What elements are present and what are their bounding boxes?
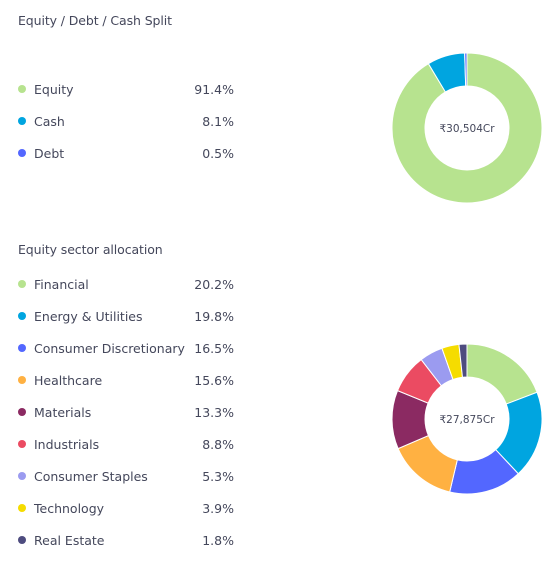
split-donut-chart: ₹30,504Cr [391,52,543,204]
legend-item-financial: Financial 20.2% [18,276,234,292]
legend-item-consumer-discretionary: Consumer Discretionary 16.5% [18,340,234,356]
legend-percent: 1.8% [202,532,234,548]
legend-percent: 16.5% [194,340,234,356]
legend-dot [18,344,26,352]
legend-label: Industrials [34,436,100,452]
legend-item-industrials: Industrials 8.8% [18,436,234,452]
legend-item-consumer-staples: Consumer Staples 5.3% [18,468,234,484]
legend-item-equity: Equity 91.4% [18,81,234,97]
split-slice-debt[interactable] [464,52,468,87]
legend-item-real-estate: Real Estate 1.8% [18,532,234,548]
legend-dot [18,280,26,288]
sector-slice-real-estate[interactable] [458,343,468,378]
legend-item-cash: Cash 8.1% [18,113,234,129]
legend-percent: 5.3% [202,468,234,484]
legend-label: Technology [34,500,105,516]
legend-dot [18,408,26,416]
legend-label: Financial [34,276,89,292]
split-section-title: Equity / Debt / Cash Split [18,13,172,28]
legend-percent: 19.8% [194,308,234,324]
legend-percent: 3.9% [202,500,234,516]
legend-label: Real Estate [34,532,105,548]
split-donut-total: ₹30,504Cr [439,123,495,135]
legend-percent: 13.3% [194,404,234,420]
sector-slice-financial[interactable] [466,343,538,405]
legend-item-healthcare: Healthcare 15.6% [18,372,234,388]
legend-percent: 91.4% [194,81,234,97]
split-slice-equity[interactable] [391,52,543,204]
legend-dot [18,312,26,320]
legend-dot [18,376,26,384]
legend-label: Healthcare [34,372,103,388]
legend-dot [18,440,26,448]
legend-percent: 8.8% [202,436,234,452]
legend-item-materials: Materials 13.3% [18,404,234,420]
legend-label: Consumer Discretionary [34,340,185,356]
legend-item-technology: Technology 3.9% [18,500,234,516]
legend-label: Consumer Staples [34,468,148,484]
sector-donut-total: ₹27,875Cr [439,414,495,426]
legend-dot [18,85,26,93]
legend-percent: 0.5% [202,145,234,161]
legend-percent: 8.1% [202,113,234,129]
legend-label: Debt [34,145,65,161]
legend-percent: 20.2% [194,276,234,292]
legend-dot [18,504,26,512]
legend-label: Equity [34,81,74,97]
legend-label: Cash [34,113,65,129]
legend-dot [18,472,26,480]
legend-item-energy-utilities: Energy & Utilities 19.8% [18,308,234,324]
legend-item-debt: Debt 0.5% [18,145,234,161]
legend-dot [18,536,26,544]
legend-percent: 15.6% [194,372,234,388]
legend-label: Energy & Utilities [34,308,143,324]
legend-dot [18,149,26,157]
sector-donut-chart: ₹27,875Cr [391,343,543,495]
sector-section-title: Equity sector allocation [18,242,163,257]
legend-dot [18,117,26,125]
legend-label: Materials [34,404,92,420]
